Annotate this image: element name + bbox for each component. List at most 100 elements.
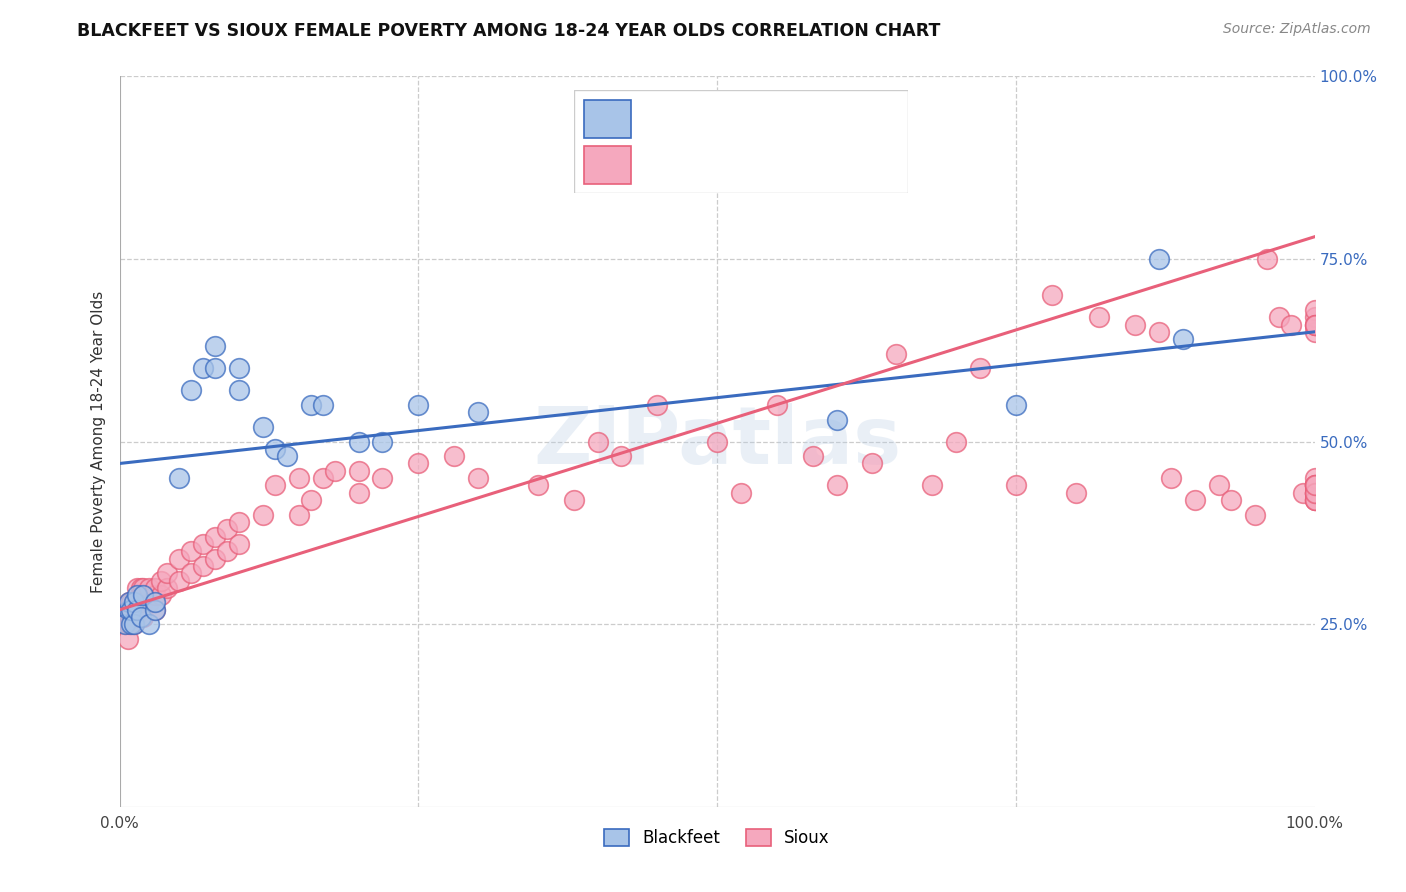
Point <box>1292 485 1315 500</box>
Point <box>132 610 155 624</box>
Point <box>1303 318 1326 332</box>
Point <box>122 617 145 632</box>
Point <box>299 398 322 412</box>
Point <box>766 398 789 412</box>
Point <box>204 339 226 353</box>
Point <box>1004 398 1026 412</box>
Point <box>730 485 752 500</box>
Point <box>204 530 226 544</box>
Point <box>228 537 250 551</box>
Point <box>586 434 609 449</box>
Point <box>323 464 346 478</box>
Point <box>124 610 146 624</box>
Point <box>408 457 430 471</box>
Point <box>312 471 335 485</box>
Point <box>127 588 149 602</box>
Point <box>169 471 191 485</box>
Point <box>801 449 824 463</box>
Legend: Blackfeet, Sioux: Blackfeet, Sioux <box>598 822 837 854</box>
Point <box>114 617 136 632</box>
Point <box>1244 508 1267 522</box>
Point <box>122 595 145 609</box>
Point <box>1303 478 1326 492</box>
Point <box>1303 478 1326 492</box>
Point <box>191 361 215 376</box>
Point <box>127 581 149 595</box>
Point <box>129 603 152 617</box>
Point <box>127 603 149 617</box>
Point <box>1125 318 1147 332</box>
Point <box>1184 493 1206 508</box>
Point <box>825 412 848 426</box>
Point <box>1303 493 1326 508</box>
Point <box>371 471 394 485</box>
Point <box>138 595 160 609</box>
Point <box>114 603 136 617</box>
Point <box>127 595 149 609</box>
Point <box>527 478 550 492</box>
Point <box>121 617 143 632</box>
Point <box>129 610 152 624</box>
Point <box>1160 471 1182 485</box>
Point <box>138 581 160 595</box>
Point <box>347 434 370 449</box>
Point <box>562 493 585 508</box>
Point <box>1303 318 1326 332</box>
Point <box>138 617 160 632</box>
Point <box>117 632 139 646</box>
Point <box>204 361 226 376</box>
Point <box>156 566 179 581</box>
Point <box>118 595 141 609</box>
Point <box>408 398 430 412</box>
Point <box>129 588 152 602</box>
Text: Source: ZipAtlas.com: Source: ZipAtlas.com <box>1223 22 1371 37</box>
Point <box>312 398 335 412</box>
Point <box>1040 288 1063 302</box>
Point <box>121 595 143 609</box>
Point <box>252 508 274 522</box>
Point <box>217 522 239 536</box>
Point <box>825 478 848 492</box>
Point <box>886 347 908 361</box>
Point <box>1256 252 1278 266</box>
Point <box>228 384 250 398</box>
Point <box>443 449 465 463</box>
Point <box>1173 332 1195 346</box>
Point <box>347 485 370 500</box>
Point <box>276 449 298 463</box>
Point <box>169 574 191 588</box>
Point <box>945 434 967 449</box>
Point <box>145 603 166 617</box>
Point <box>145 588 166 602</box>
Point <box>122 617 145 632</box>
Point <box>1303 485 1326 500</box>
Point <box>118 617 141 632</box>
Point <box>228 515 250 529</box>
Point <box>1064 485 1087 500</box>
Point <box>1303 485 1326 500</box>
Point <box>264 478 287 492</box>
Point <box>118 595 141 609</box>
Point <box>1303 485 1326 500</box>
Point <box>180 544 202 558</box>
Point <box>1088 310 1111 325</box>
Point <box>114 617 136 632</box>
Point <box>1208 478 1230 492</box>
Point <box>121 603 143 617</box>
Point <box>1004 478 1026 492</box>
Point <box>299 493 322 508</box>
Point <box>127 603 149 617</box>
Point <box>180 566 202 581</box>
Point <box>132 588 155 602</box>
Point <box>1303 302 1326 317</box>
Point <box>610 449 633 463</box>
Point <box>969 361 991 376</box>
Point <box>1303 471 1326 485</box>
Point <box>1303 478 1326 492</box>
Point <box>169 551 191 566</box>
Text: ZIPatlas: ZIPatlas <box>533 402 901 481</box>
Point <box>288 471 311 485</box>
Point <box>264 442 287 456</box>
Point <box>145 595 166 609</box>
Point <box>191 537 215 551</box>
